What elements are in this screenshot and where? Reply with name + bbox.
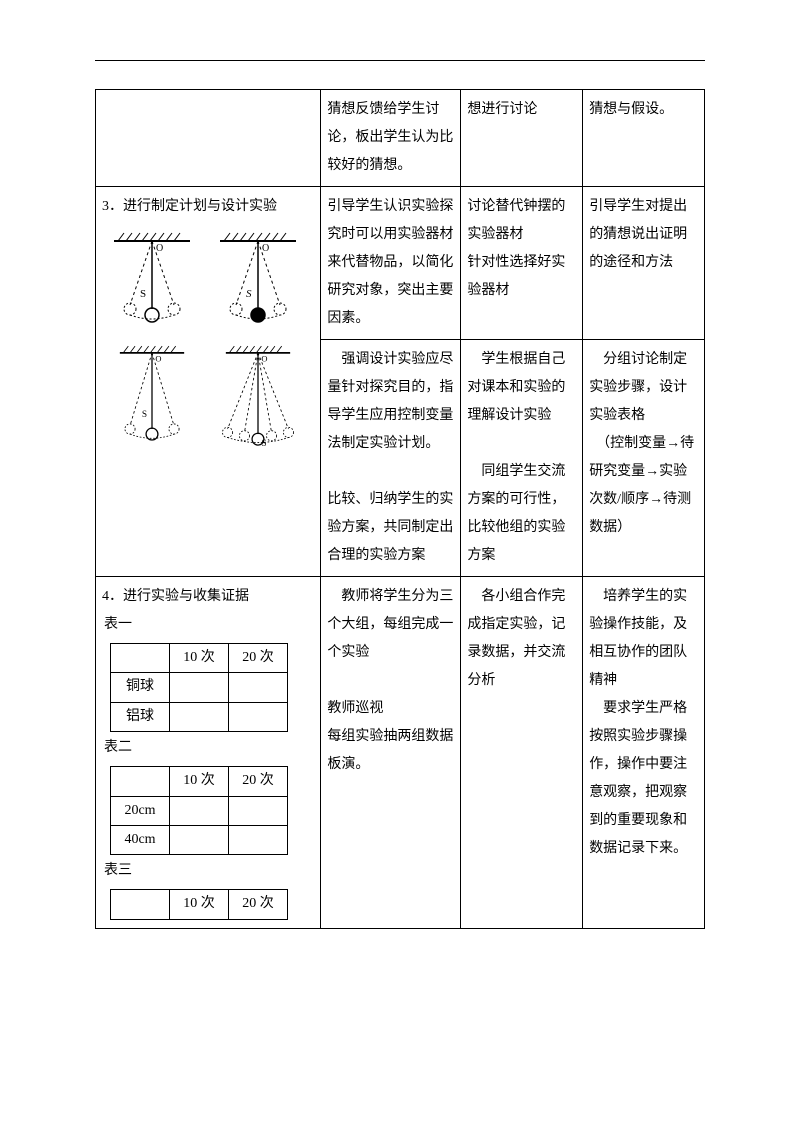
length-label: S — [140, 288, 146, 300]
hdr-20: 20 次 — [229, 644, 288, 673]
pendulum-diagram-tr: O S — [212, 227, 304, 337]
table2-label: 表二 — [104, 734, 314, 762]
pivot-label: O — [155, 353, 161, 363]
step3-heading: 3．进行制定计划与设计实验 — [102, 193, 314, 221]
text: 讨论替代钟摆的实验器材 针对性选择好实验器材 — [467, 199, 565, 298]
pivot-label: O — [262, 353, 268, 363]
text: 引导学生对提出的猜想说出证明的途径和方法 — [589, 199, 687, 270]
cell-intent: 培养学生的实验操作技能，及相互协作的团队精神 要求学生严格按照实验步骤操作，操作… — [583, 577, 705, 929]
top-rule — [95, 60, 705, 61]
cell-student: 讨论替代钟摆的实验器材 针对性选择好实验器材 — [461, 187, 583, 340]
cell-teacher: 猜想反馈给学生讨论，板出学生认为比较好的猜想。 — [321, 90, 461, 187]
table-row: 3．进行制定计划与设计实验 O — [96, 187, 705, 340]
t1-r2: 铝球 — [111, 702, 170, 731]
cell-student: 学生根据自己对课本和实验的理解设计实验 同组学生交流方案的可行性，比较他组的实验… — [461, 340, 583, 577]
length-label: S — [262, 439, 267, 449]
text: 想进行讨论 — [467, 102, 537, 117]
t2-r2: 40cm — [111, 825, 170, 854]
text: 引导学生认识实验探究时可以用实验器材来代替物品，以简化研究对象，突出主要因素。 — [327, 199, 453, 326]
hdr-20: 20 次 — [229, 890, 288, 919]
pendulum-diagram-tl: O S — [106, 227, 198, 337]
cell-intent: 引导学生对提出的猜想说出证明的途径和方法 — [583, 187, 705, 340]
pendulum-diagram-bl: O S — [106, 341, 198, 451]
text: 教师将学生分为三个大组，每组完成一个实验 教师巡视 每组实验抽两组数据板演。 — [327, 589, 453, 772]
table-row: 4．进行实验与收集证据 表一 10 次20 次 铜球 铝球 表二 10 次20 … — [96, 577, 705, 929]
cell-step3: 3．进行制定计划与设计实验 O — [96, 187, 321, 577]
cell-step4: 4．进行实验与收集证据 表一 10 次20 次 铜球 铝球 表二 10 次20 … — [96, 577, 321, 929]
text: 学生根据自己对课本和实验的理解设计实验 同组学生交流方案的可行性，比较他组的实验… — [467, 352, 565, 563]
text: 分组讨论制定实验步骤，设计实验表格 （控制变量→待研究变量→实验次数/顺序→待测… — [589, 352, 694, 535]
t2-r1: 20cm — [111, 796, 170, 825]
step4-heading: 4．进行实验与收集证据 — [102, 583, 314, 611]
hdr-10: 10 次 — [170, 890, 229, 919]
text: 培养学生的实验操作技能，及相互协作的团队精神 要求学生严格按照实验步骤操作，操作… — [589, 589, 687, 856]
data-table-3: 10 次20 次 — [110, 889, 288, 919]
t1-r1: 铜球 — [111, 673, 170, 702]
cell-intent: 分组讨论制定实验步骤，设计实验表格 （控制变量→待研究变量→实验次数/顺序→待测… — [583, 340, 705, 577]
data-table-1: 10 次20 次 铜球 铝球 — [110, 643, 288, 732]
pivot-label: O — [156, 243, 163, 254]
cell-empty — [96, 90, 321, 187]
hdr-10: 10 次 — [170, 767, 229, 796]
table3-label: 表三 — [104, 857, 314, 885]
length-label: S — [142, 410, 147, 420]
hdr-20: 20 次 — [229, 767, 288, 796]
cell-intent: 猜想与假设。 — [583, 90, 705, 187]
data-table-2: 10 次20 次 20cm 40cm — [110, 766, 288, 855]
length-label: S — [246, 288, 252, 300]
pendulum-diagram-br: O S — [212, 341, 304, 451]
table1-label: 表一 — [104, 611, 314, 639]
text: 猜想反馈给学生讨论，板出学生认为比较好的猜想。 — [327, 102, 453, 173]
table-row: 猜想反馈给学生讨论，板出学生认为比较好的猜想。 想进行讨论 猜想与假设。 — [96, 90, 705, 187]
hdr-10: 10 次 — [170, 644, 229, 673]
cell-teacher: 教师将学生分为三个大组，每组完成一个实验 教师巡视 每组实验抽两组数据板演。 — [321, 577, 461, 929]
cell-teacher: 引导学生认识实验探究时可以用实验器材来代替物品，以简化研究对象，突出主要因素。 — [321, 187, 461, 340]
pivot-label: O — [262, 243, 269, 254]
lesson-plan-table: 猜想反馈给学生讨论，板出学生认为比较好的猜想。 想进行讨论 猜想与假设。 3．进… — [95, 89, 705, 929]
text: 各小组合作完成指定实验，记录数据，并交流分析 — [467, 589, 565, 688]
cell-student: 各小组合作完成指定实验，记录数据，并交流分析 — [461, 577, 583, 929]
pendulum-diagrams: O S — [106, 227, 310, 451]
text: 猜想与假设。 — [589, 102, 673, 117]
cell-teacher: 强调设计实验应尽量针对探究目的，指导学生应用控制变量法制定实验计划。 比较、归纳… — [321, 340, 461, 577]
cell-student: 想进行讨论 — [461, 90, 583, 187]
text: 强调设计实验应尽量针对探究目的，指导学生应用控制变量法制定实验计划。 比较、归纳… — [327, 352, 453, 563]
